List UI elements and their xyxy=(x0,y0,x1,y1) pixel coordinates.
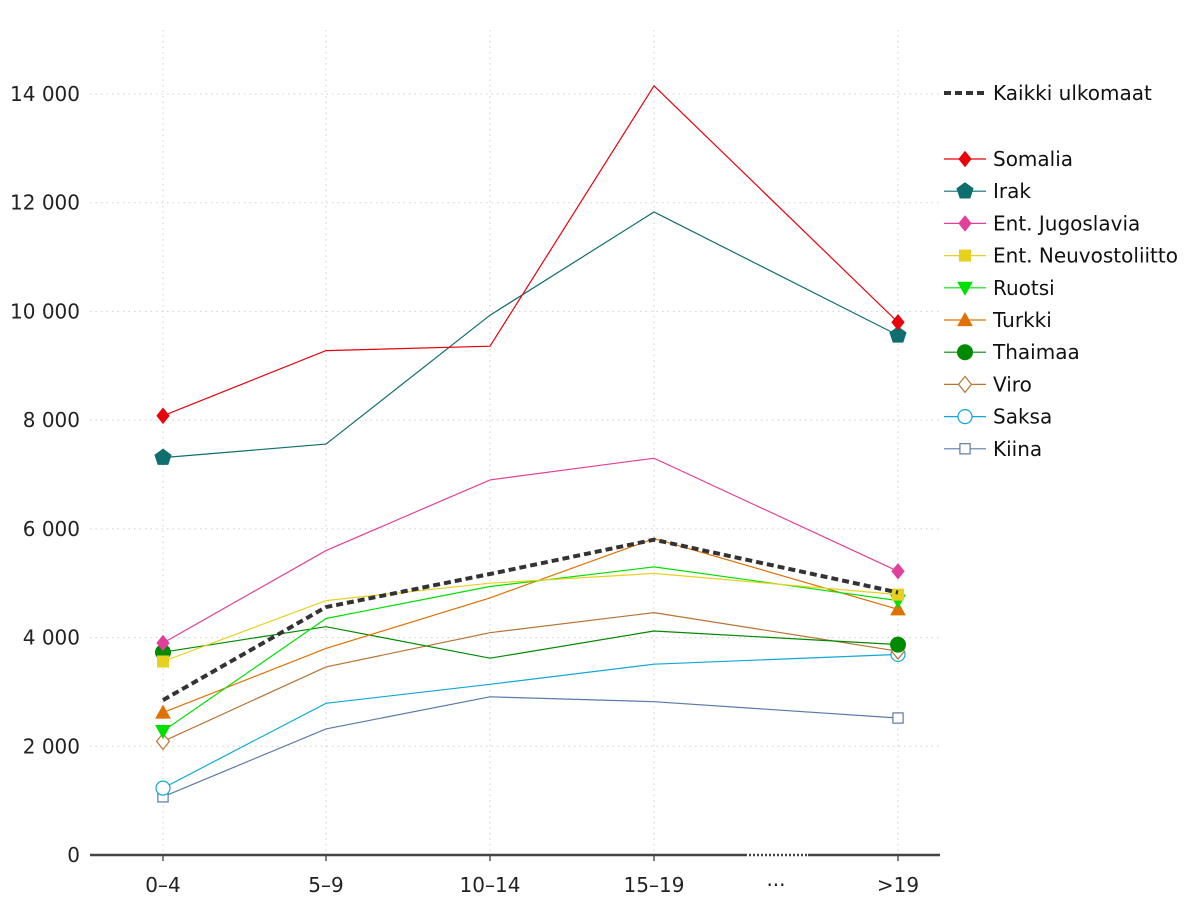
legend-label-saksa: Saksa xyxy=(993,405,1052,429)
series-line-turkki xyxy=(162,537,899,714)
series-line-kaikki-ulkomaat xyxy=(162,537,899,702)
series-kiina xyxy=(157,696,904,803)
series-line-somalia xyxy=(162,84,899,417)
legend-label-irak: Irak xyxy=(993,179,1031,203)
legend-marker-ent-neuvostoliitto xyxy=(958,249,972,262)
y-tick-label: 14 000 xyxy=(10,82,80,106)
x-tick-label: 15–19 xyxy=(624,873,685,897)
series-saksa xyxy=(155,646,906,796)
data-point-ent-neuvostoliitto xyxy=(891,588,905,601)
legend-label-ent-jugoslavia: Ent. Jugoslavia xyxy=(993,211,1140,235)
series-thaimaa xyxy=(155,626,906,661)
series-lines xyxy=(154,84,907,803)
x-tick-label: 0–4 xyxy=(145,873,180,897)
legend-label-ent-neuvostoliitto: Ent. Neuvostoliitto xyxy=(993,244,1178,268)
series-ent-jugoslavia xyxy=(156,457,905,652)
x-tick-label: 10–14 xyxy=(460,873,521,897)
series-somalia xyxy=(156,84,905,425)
legend-label-somalia: Somalia xyxy=(993,147,1073,171)
legend-marker-turkki xyxy=(957,311,973,327)
data-point-ent-jugoslavia xyxy=(156,634,170,652)
data-point-irak xyxy=(154,448,172,465)
series-line-irak xyxy=(162,211,899,459)
series-line-thaimaa xyxy=(162,626,899,659)
y-tick-label: 4 000 xyxy=(23,626,80,650)
data-point-ent-neuvostoliitto xyxy=(156,655,170,668)
series-ruotsi xyxy=(155,566,906,740)
legend-marker-irak xyxy=(956,182,974,199)
data-point-kiina xyxy=(892,712,904,724)
grid-lines xyxy=(90,30,940,855)
y-tick-label: 10 000 xyxy=(10,299,80,323)
legend-marker-ent-jugoslavia xyxy=(958,215,972,232)
data-point-irak xyxy=(889,326,907,343)
series-line-viro xyxy=(162,611,899,742)
legend-label-thaimaa: Thaimaa xyxy=(992,340,1080,364)
legend-label-turkki: Turkki xyxy=(992,308,1052,332)
legend: Kaikki ulkomaat Somalia Irak Ent. Jugoslavi… xyxy=(944,81,1178,461)
y-tick-label: 0 xyxy=(67,843,80,867)
data-point-saksa xyxy=(155,780,171,796)
series-viro xyxy=(155,611,906,751)
legend-label-kaikki-ulkomaat: Kaikki ulkomaat xyxy=(993,81,1152,105)
series-line-kiina xyxy=(162,696,899,798)
series-ent-neuvostoliitto xyxy=(156,572,905,668)
x-tick-label: ··· xyxy=(766,873,785,897)
series-line-ruotsi xyxy=(162,566,899,732)
legend-marker-kiina xyxy=(959,443,971,455)
data-point-ent-jugoslavia xyxy=(891,562,905,580)
axes: 0 2 000 4 000 6 000 8 000 10 000 12 000 14 000 0… xyxy=(10,82,940,897)
data-point-viro xyxy=(155,732,171,751)
data-point-somalia xyxy=(891,313,905,331)
data-point-ruotsi xyxy=(155,724,171,740)
x-tick-label: >19 xyxy=(877,873,919,897)
series-line-ent-neuvostoliitto xyxy=(162,572,899,663)
legend-marker-thaimaa xyxy=(957,344,973,361)
y-tick-label: 2 000 xyxy=(23,734,80,758)
series-irak xyxy=(154,211,907,465)
y-tick-label: 12 000 xyxy=(10,191,80,215)
series-line-saksa xyxy=(162,653,899,789)
x-tick-label: 5–9 xyxy=(308,873,343,897)
series-line-ent-jugoslavia xyxy=(162,457,899,644)
legend-marker-somalia xyxy=(958,150,972,168)
data-point-turkki xyxy=(155,704,171,719)
legend-marker-saksa xyxy=(957,409,973,425)
y-tick-label: 8 000 xyxy=(23,408,80,432)
legend-label-ruotsi: Ruotsi xyxy=(993,276,1055,300)
y-tick-label: 6 000 xyxy=(23,517,80,541)
data-point-somalia xyxy=(156,407,170,425)
legend-label-kiina: Kiina xyxy=(993,437,1042,461)
legend-marker-ruotsi xyxy=(957,281,973,296)
legend-marker-viro xyxy=(957,375,973,394)
data-point-thaimaa xyxy=(890,636,906,653)
legend-label-viro: Viro xyxy=(993,372,1032,396)
